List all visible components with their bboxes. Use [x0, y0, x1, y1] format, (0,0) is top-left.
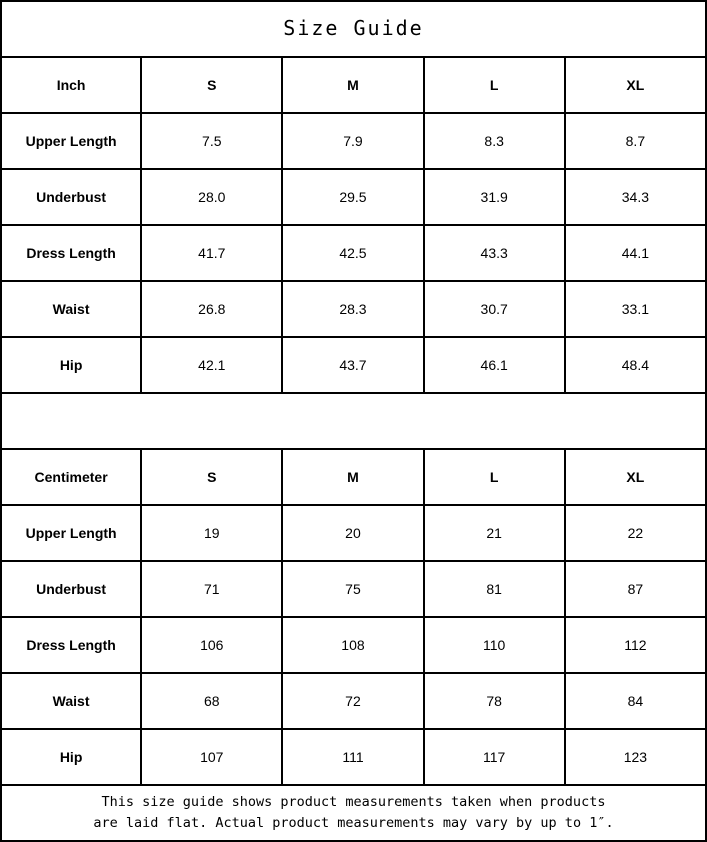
table-row: Upper Length 19 20 21 22 — [1, 505, 706, 562]
cell-value: 29.5 — [282, 169, 425, 226]
page-title: Size Guide — [283, 16, 424, 40]
table-spacer-row — [1, 393, 706, 450]
cell-value: 42.5 — [282, 225, 425, 282]
cell-value: 110 — [423, 617, 566, 674]
cell-value: 123 — [564, 729, 706, 786]
footer-row: This size guide shows product measuremen… — [1, 785, 706, 841]
cell-value: 84 — [564, 673, 706, 730]
cm-header-row: Centimeter S M L XL — [1, 449, 706, 506]
row-label: Upper Length — [1, 505, 143, 562]
table-row: Dress Length 41.7 42.5 43.3 44.1 — [1, 225, 706, 282]
cell-value: 46.1 — [423, 337, 566, 394]
inch-size-header-s: S — [141, 57, 284, 114]
cell-value: 78 — [423, 673, 566, 730]
cell-value: 43.7 — [282, 337, 425, 394]
inch-size-header-l: L — [423, 57, 566, 114]
cell-value: 31.9 — [423, 169, 566, 226]
footer-cell: This size guide shows product measuremen… — [1, 785, 706, 841]
footer-note-line-1: This size guide shows product measuremen… — [101, 794, 606, 810]
row-label: Hip — [1, 337, 143, 394]
cell-value: 28.0 — [141, 169, 284, 226]
cm-size-header-l: L — [423, 449, 566, 506]
row-label: Upper Length — [1, 113, 143, 170]
inch-header-row: Inch S M L XL — [1, 57, 706, 114]
cell-value: 26.8 — [141, 281, 284, 338]
cell-value: 7.5 — [141, 113, 284, 170]
row-label: Underbust — [1, 169, 143, 226]
footer-note-line-2: are laid flat. Actual product measuremen… — [93, 815, 614, 831]
cm-size-header-s: S — [141, 449, 284, 506]
inch-size-header-m: M — [282, 57, 425, 114]
cell-value: 7.9 — [282, 113, 425, 170]
cell-value: 117 — [423, 729, 566, 786]
table-row: Dress Length 106 108 110 112 — [1, 617, 706, 674]
footer-note: This size guide shows product measuremen… — [12, 792, 695, 834]
cell-value: 20 — [282, 505, 425, 562]
title-cell: Size Guide — [1, 1, 706, 58]
cell-value: 111 — [282, 729, 425, 786]
table-row: Underbust 28.0 29.5 31.9 34.3 — [1, 169, 706, 226]
table-row: Underbust 71 75 81 87 — [1, 561, 706, 618]
table-row: Upper Length 7.5 7.9 8.3 8.7 — [1, 113, 706, 170]
cell-value: 71 — [141, 561, 284, 618]
table-row: Waist 26.8 28.3 30.7 33.1 — [1, 281, 706, 338]
cell-value: 108 — [282, 617, 425, 674]
inch-size-header-xl: XL — [564, 57, 706, 114]
table-spacer-cell — [1, 393, 706, 450]
cell-value: 30.7 — [423, 281, 566, 338]
table-row: Hip 107 111 117 123 — [1, 729, 706, 786]
inch-unit-label: Inch — [1, 57, 143, 114]
cell-value: 44.1 — [564, 225, 706, 282]
cell-value: 72 — [282, 673, 425, 730]
table-row: Waist 68 72 78 84 — [1, 673, 706, 730]
cell-value: 48.4 — [564, 337, 706, 394]
row-label: Waist — [1, 281, 143, 338]
cell-value: 112 — [564, 617, 706, 674]
cm-size-header-xl: XL — [564, 449, 706, 506]
cell-value: 22 — [564, 505, 706, 562]
row-label: Dress Length — [1, 225, 143, 282]
cell-value: 87 — [564, 561, 706, 618]
cell-value: 28.3 — [282, 281, 425, 338]
cell-value: 8.3 — [423, 113, 566, 170]
cell-value: 107 — [141, 729, 284, 786]
cell-value: 106 — [141, 617, 284, 674]
cell-value: 33.1 — [564, 281, 706, 338]
row-label: Underbust — [1, 561, 143, 618]
title-row: Size Guide — [1, 1, 706, 58]
cell-value: 68 — [141, 673, 284, 730]
cm-unit-label: Centimeter — [1, 449, 143, 506]
cell-value: 42.1 — [141, 337, 284, 394]
cell-value: 34.3 — [564, 169, 706, 226]
cm-size-header-m: M — [282, 449, 425, 506]
row-label: Dress Length — [1, 617, 143, 674]
cell-value: 19 — [141, 505, 284, 562]
cell-value: 21 — [423, 505, 566, 562]
cell-value: 41.7 — [141, 225, 284, 282]
row-label: Waist — [1, 673, 143, 730]
cell-value: 8.7 — [564, 113, 706, 170]
cell-value: 75 — [282, 561, 425, 618]
cell-value: 43.3 — [423, 225, 566, 282]
cell-value: 81 — [423, 561, 566, 618]
table-row: Hip 42.1 43.7 46.1 48.4 — [1, 337, 706, 394]
row-label: Hip — [1, 729, 143, 786]
